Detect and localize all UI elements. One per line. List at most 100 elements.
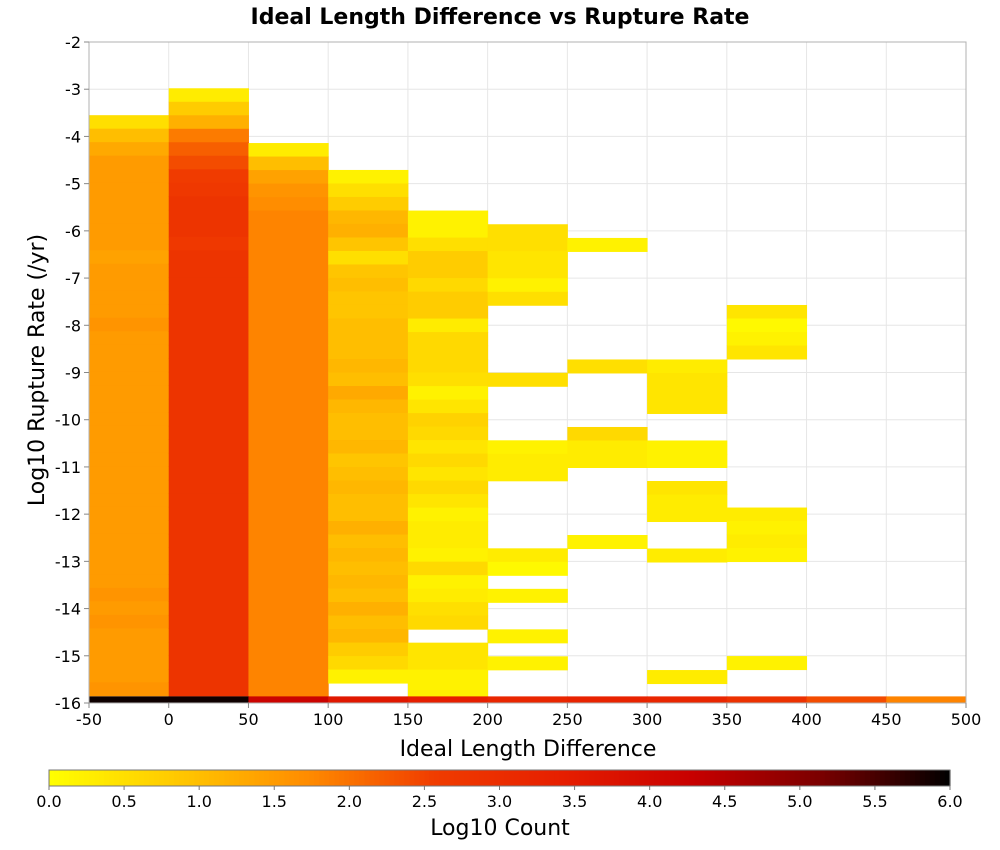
heatmap-cell [328,669,409,684]
heatmap-cell [168,169,249,184]
heatmap-cell [407,210,489,225]
x-tick-label: 250 [552,710,583,729]
colorbar-segment [704,770,711,786]
colorbar-segment [89,770,95,786]
colorbar-segment [624,770,631,786]
colorbar-segment [579,770,586,786]
x-tick-label: 500 [951,710,982,729]
colorbar-tick-label: 3.5 [562,792,587,811]
colorbar-segment [359,770,365,786]
y-tick-label: -10 [55,411,81,430]
colorbar-segment [324,770,330,786]
colorbar-segment [369,770,375,786]
colorbar-segment [554,770,561,786]
heatmap-cell [89,425,170,440]
colorbar-segment [564,770,571,786]
heatmap-cell [168,317,249,332]
heatmap-cell [407,318,489,333]
y-tick-label: -5 [65,175,81,194]
colorbar-segment [669,770,676,786]
heatmap-cell [407,251,489,266]
heatmap-cell [89,304,170,319]
colorbar-segment [154,770,160,786]
heatmap-cell [89,250,170,265]
heatmap-cell-bottom-row [168,696,249,703]
heatmap-cell [168,547,249,562]
heatmap-cell [168,425,249,440]
heatmap-cell [407,575,489,590]
heatmap-cell [328,399,409,414]
heatmap-cell [168,263,249,278]
heatmap-cell [248,480,329,495]
x-tick-label: 100 [313,710,344,729]
colorbar-segment [254,770,260,786]
colorbar-tick-label: 1.5 [262,792,287,811]
x-tick-label: 300 [632,710,663,729]
heatmap-cell [647,440,728,455]
heatmap-cell [328,183,409,198]
heatmap-cell [89,182,170,197]
heatmap-cell [168,506,249,521]
heatmap-cell [647,399,728,414]
colorbar-segment [889,770,896,786]
y-tick-label: -6 [65,222,81,241]
heatmap-cell [487,440,568,455]
heatmap-cell [407,237,489,252]
colorbar-segment [859,770,866,786]
colorbar-segment [744,770,751,786]
heatmap-cell [248,386,329,401]
heatmap-cell [168,101,249,116]
heatmap-cell [726,331,808,346]
colorbar-segment [594,770,601,786]
heatmap-cell [407,291,489,306]
heatmap-cell [328,318,409,333]
colorbar-segment [734,770,741,786]
colorbar-tick-label: 1.0 [186,792,211,811]
heatmap-cell [168,398,249,413]
colorbar-segment [99,770,105,786]
colorbar-segment [919,770,926,786]
heatmap-cell [248,224,329,239]
heatmap-cell [328,534,409,549]
colorbar-segment [879,770,886,786]
y-tick-label: -16 [55,694,81,713]
heatmap-cell [328,169,409,184]
heatmap-cell [407,224,489,239]
colorbar-segment [804,770,811,786]
heatmap-cell [248,156,329,171]
heatmap-cell [89,358,170,373]
heatmap-cell [407,386,489,401]
colorbar-segment [779,770,786,786]
heatmap-cell [89,290,170,305]
heatmap-cell [328,629,409,644]
heatmap-cell-bottom-row [806,696,887,703]
heatmap-cell [248,251,329,266]
colorbar-segment [534,770,541,786]
heatmap-cell-bottom-row [407,696,489,703]
colorbar-segment [869,770,876,786]
colorbar-segment [719,770,726,786]
heatmap-cell [168,520,249,535]
heatmap-cell [248,534,329,549]
colorbar-segment [94,770,100,786]
heatmap-cell [89,155,170,170]
heatmap-cell-bottom-row [567,696,648,703]
colorbar-segment [504,770,511,786]
colorbar-segment [519,770,526,786]
heatmap-cell [168,115,249,130]
heatmap-cell [89,466,170,481]
heatmap-cell [328,304,409,319]
heatmap-cell [328,507,409,522]
colorbar-segment [529,770,536,786]
heatmap-cell [407,669,489,684]
colorbar-segment [384,770,390,786]
heatmap-cell [89,628,170,643]
colorbar-segment [229,770,235,786]
heatmap-cell [328,453,409,468]
chart-title: Ideal Length Difference vs Rupture Rate [251,5,750,30]
colorbar-segment [49,770,55,786]
heatmap-cell [647,453,728,468]
y-tick-label: -14 [55,600,81,619]
heatmap-cell [726,548,808,563]
colorbar-segment [584,770,591,786]
